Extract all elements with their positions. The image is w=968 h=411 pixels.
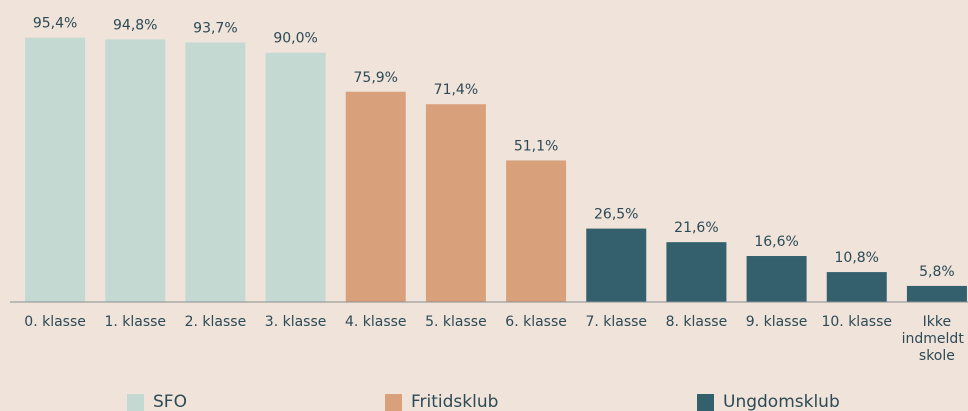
x-tick-label: 10. klasse: [821, 314, 892, 330]
value-label: 26,5%: [594, 207, 638, 223]
value-label: 95,4%: [33, 16, 77, 32]
value-label: 93,7%: [193, 20, 237, 36]
x-tick-label: 0. klasse: [24, 314, 86, 330]
x-tick-label: 3. klasse: [264, 314, 327, 330]
legend-item: Fritidsklub: [385, 392, 498, 411]
value-label: 21,6%: [674, 220, 718, 236]
x-tick-label: 5. klasse: [425, 314, 487, 330]
bar: [265, 52, 326, 303]
bar: [185, 42, 246, 303]
x-tick-label: Ikke indmeldt i skole: [901, 314, 968, 364]
bar: [746, 256, 807, 302]
x-tick-label: 6. klasse: [505, 314, 567, 330]
value-label: 90,0%: [273, 31, 317, 47]
legend-swatch: [697, 393, 714, 411]
bar: [906, 285, 967, 302]
x-tick-label: 1. klasse: [104, 314, 167, 330]
legend-item: SFO: [127, 392, 187, 411]
bar: [345, 91, 406, 302]
legend-swatch: [385, 393, 402, 411]
value-label: 10,8%: [835, 250, 879, 266]
legend-item: Ungdomsklub: [697, 392, 840, 411]
legend-label: Fritidsklub: [411, 392, 499, 411]
legend-label: Ungdomsklub: [723, 392, 840, 411]
x-tick-label: 9. klasse: [745, 314, 808, 330]
value-label: 5,8%: [919, 264, 955, 280]
x-tick-label: 2. klasse: [184, 314, 247, 330]
bar: [25, 37, 86, 302]
value-label: 75,9%: [354, 70, 398, 86]
value-label: 71,4%: [434, 82, 478, 98]
x-tick-label: 8. klasse: [665, 314, 728, 330]
bar: [826, 272, 887, 302]
bar: [586, 228, 647, 302]
value-label: 94,8%: [113, 17, 157, 33]
bar: [425, 104, 486, 302]
value-label: 16,6%: [754, 234, 798, 250]
x-tick-label: 4. klasse: [344, 314, 407, 330]
x-tick-label: 7. klasse: [585, 314, 648, 330]
bar: [506, 160, 567, 302]
value-label: 51,1%: [514, 138, 558, 154]
bar: [666, 242, 727, 302]
legend-swatch: [127, 393, 144, 411]
legend-label: SFO: [153, 392, 187, 411]
bar: [105, 39, 166, 303]
